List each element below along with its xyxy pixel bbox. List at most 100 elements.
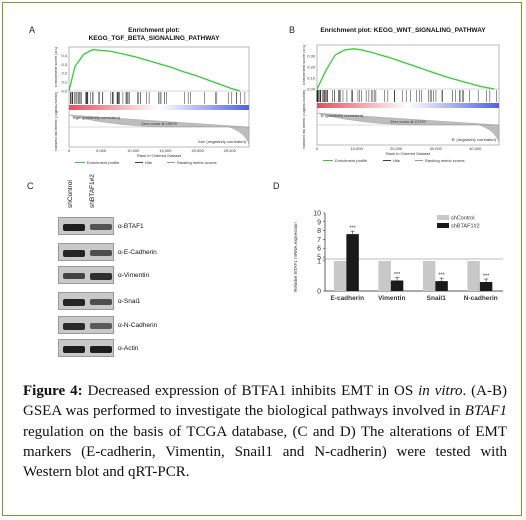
y-axis-label-es: Enrichment score (ES) (303, 44, 306, 85)
x-tick-label: 20,000 (390, 146, 403, 151)
bar (467, 261, 480, 291)
caption-italic-2: BTAF1 (464, 403, 507, 420)
x-tick-label: 5,000 (96, 148, 107, 153)
ranking-gradient-bar (317, 103, 499, 108)
significance-marker: *** (483, 274, 490, 280)
y-tick-label: 6 (317, 246, 321, 253)
blot-strip (58, 243, 114, 261)
y-axis-label: Relative BTAF1 mRNA expression (293, 222, 298, 292)
x-tick-label: 10,000 (127, 148, 140, 153)
caption-text-1: Decreased expression of BTFA1 inhibits E… (82, 383, 419, 399)
legend-label-profile: Enrichment profile (335, 158, 368, 163)
gsea-b-svg: 0.00 0.10 0.20 0.30 'A' (positively correlat… (303, 44, 500, 163)
x-tick-label: 25,000 (224, 148, 237, 153)
y-tick-label: 0.00 (307, 86, 316, 91)
blot-marker-label: α-BTAF1 (118, 223, 144, 230)
gsea-a-svg: 0.0 0.1 0.2 0.3 0.4 'high' (positively correl… (55, 46, 250, 165)
blot-band (90, 299, 112, 305)
qpcr-bar-svg: 0 15 6 7 8 910 Relative BTAF1 mRNA expression *… (293, 211, 503, 302)
panel-letter-d: D (273, 181, 280, 191)
y-axis-label-es: Enrichment score (ES) (55, 46, 58, 87)
lane-label-control: shControl (67, 180, 74, 208)
caption-text-3: regulation on the basis of TCGA database… (23, 423, 507, 481)
blot-marker-label: α-N-Cadherin (118, 322, 158, 329)
bar (346, 234, 359, 291)
blot-band (90, 224, 112, 230)
blot-band (63, 346, 85, 353)
lane-label-shbtaf1: shBTAF1#2 (89, 174, 96, 208)
figure-caption: Figure 4: Decreased expression of BTFA1 … (23, 381, 507, 482)
y-tick-label: 1 (317, 259, 321, 266)
blot-marker-label: α-Actin (118, 345, 139, 352)
blot-strip (58, 292, 114, 310)
gsea-a-title: Enrichment plot: (128, 27, 180, 34)
blot-strip (58, 266, 114, 284)
y-tick-label: 0.2 (61, 71, 67, 76)
legend-label-hits: Hits (145, 160, 152, 165)
bar (378, 261, 391, 291)
x-tick-label: 0 (316, 146, 319, 151)
caption-italic-1: in vitro (418, 383, 463, 399)
blot-strip (58, 339, 114, 357)
x-axis-label: Rank in Ordered Dataset (137, 153, 182, 158)
gsea-plot-b: Enrichment plot: KEGG_WNT_SIGNALING_PATH… (303, 25, 503, 173)
legend-swatch (437, 223, 449, 228)
enrichment-profile-line (68, 48, 241, 92)
category-label: Snail1 (427, 295, 447, 302)
qpcr-bar-chart: 0 1 5 6 7 8 9 10 Relative BTAF1 mRNA expression *… (285, 199, 510, 367)
legend-label: shBTAF1#2 (451, 224, 480, 230)
blot-band (63, 299, 85, 306)
blot-band (90, 346, 112, 353)
blot-band (90, 323, 112, 329)
plot-frame (68, 46, 250, 148)
zero-cross-label: Zero cross at 27370 (390, 119, 426, 124)
blot-marker-label: α-Vimentin (118, 272, 150, 279)
bar (479, 282, 493, 291)
gsea-plot-a: Enrichment plot: KEGG_TGF_BETA_SIGNALING… (55, 25, 253, 173)
x-tick-label: 10,000 (350, 146, 363, 151)
legend-label: shControl (451, 216, 475, 222)
panel-letter-c: C (27, 181, 34, 191)
figure-frame: A B C D Enrichment plot: KEGG_TGF_BETA_S… (2, 2, 522, 516)
y-tick-label: 0.1 (61, 80, 67, 85)
significance-marker: *** (394, 272, 401, 278)
x-axis-label: Rank in Ordered Dataset (386, 151, 431, 156)
y-tick-label: 0.20 (307, 64, 316, 69)
ranking-gradient-bar (69, 105, 249, 110)
blot-band (90, 250, 112, 256)
caption-figure-label: Figure 4: (23, 383, 83, 399)
blot-band (63, 224, 85, 231)
bar (435, 281, 448, 291)
y-axis-label-rank: Ranked list metric (Signal2Noise) (303, 89, 306, 149)
plot-frame (316, 44, 500, 146)
x-tick-label: 15,000 (159, 148, 172, 153)
legend-label-ranking: Ranking metric scores (177, 160, 217, 165)
bar (333, 261, 347, 291)
legend-label-ranking: Ranking metric scores (425, 158, 465, 163)
blot-band (90, 273, 112, 280)
y-tick-label: 0.0 (61, 88, 67, 93)
low-correlated-label: 'B' (negatively correlated) (451, 137, 497, 142)
bar (422, 261, 436, 291)
panel-letter-a: A (29, 25, 36, 35)
x-tick-label: 30,000 (430, 146, 443, 151)
category-label: N-cadherin (464, 295, 498, 302)
significance-marker: *** (349, 226, 356, 232)
y-tick-label: 0 (317, 289, 321, 296)
blot-marker-label: α-E-Cadherin (118, 249, 157, 256)
significance-marker: *** (438, 273, 445, 279)
low-correlated-label: 'low' (negatively correlated) (198, 139, 247, 144)
bar (390, 280, 404, 291)
blot-strip (58, 316, 114, 334)
legend-label-hits: Hits (393, 158, 400, 163)
x-tick-label: 20,000 (191, 148, 204, 153)
blot-band (63, 323, 85, 330)
x-tick-label: 40,000 (469, 146, 482, 151)
category-label: Vimentin (378, 295, 405, 302)
blot-strip (58, 217, 114, 235)
gsea-a-subtitle: KEGG_TGF_BETA_SIGNALING_PATHWAY (88, 35, 220, 42)
blot-band (63, 273, 85, 280)
zero-cross-label: Zero cross at 19679 (141, 121, 177, 126)
gsea-b-title: Enrichment plot: KEGG_WNT_SIGNALING_PATH… (320, 27, 486, 34)
y-tick-label: 0.4 (61, 53, 67, 58)
